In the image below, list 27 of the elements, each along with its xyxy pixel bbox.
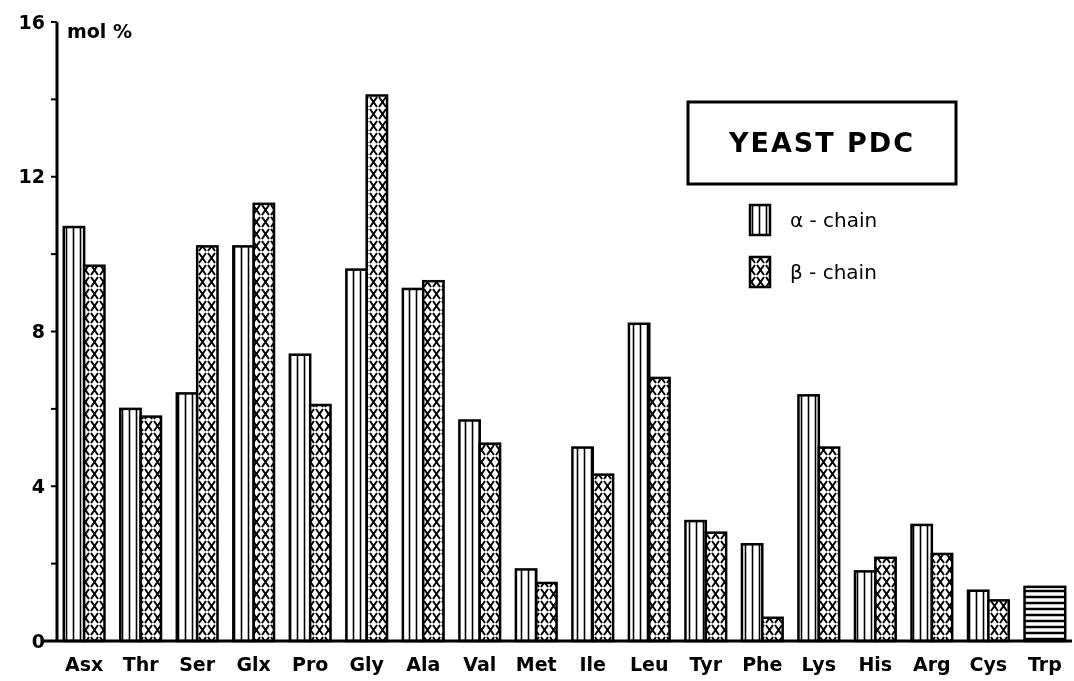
x-tick-label: Leu bbox=[630, 653, 669, 675]
y-tick-label: 16 bbox=[18, 10, 45, 33]
y-axis-title: mol % bbox=[67, 20, 133, 42]
x-tick-label: Cys bbox=[969, 653, 1008, 675]
x-tick-label: Tyr bbox=[689, 653, 723, 675]
y-tick-label: 4 bbox=[31, 474, 45, 497]
x-tick-label: Ala bbox=[406, 653, 441, 675]
x-tick-label: Lys bbox=[801, 653, 837, 675]
x-tick-label: Met bbox=[515, 653, 557, 675]
x-tick-label: Ile bbox=[579, 653, 606, 675]
y-tick-label: 8 bbox=[31, 320, 45, 343]
x-tick-label: His bbox=[858, 653, 893, 675]
y-tick-label: 12 bbox=[18, 165, 45, 188]
legend-label: β - chain bbox=[790, 260, 877, 284]
text: YEAST PDC bbox=[727, 127, 916, 159]
y-tick-label: 0 bbox=[31, 629, 45, 652]
legend-label: α - chain bbox=[790, 208, 878, 232]
x-tick-label: Val bbox=[463, 653, 497, 675]
x-tick-label: Pro bbox=[292, 653, 329, 675]
x-tick-label: Phe bbox=[742, 653, 783, 675]
x-tick-label: Ser bbox=[179, 653, 216, 675]
x-tick-label: Arg bbox=[913, 653, 951, 675]
x-tick-label: Thr bbox=[122, 653, 160, 675]
x-tick-label: Gly bbox=[349, 653, 385, 675]
x-tick-label: Trp bbox=[1027, 653, 1062, 675]
x-tick-label: Glx bbox=[236, 653, 271, 675]
x-tick-label: Asx bbox=[64, 653, 104, 675]
